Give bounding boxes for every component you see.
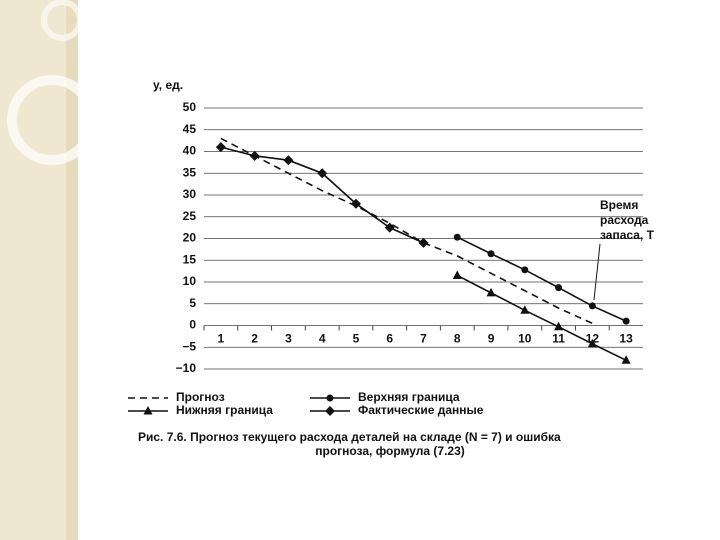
legend-label: Фактические данные	[358, 403, 484, 417]
point	[487, 250, 495, 258]
legend-label: Прогноз	[176, 390, 225, 404]
point	[215, 142, 226, 153]
x-tick-label: 5	[353, 332, 360, 346]
y-tick-label: 45	[183, 122, 197, 136]
annotation-pointer	[593, 243, 601, 301]
series-line	[220, 137, 593, 325]
point	[325, 406, 335, 416]
y-tick-label: 25	[183, 209, 197, 223]
y-tick-label: 50	[183, 100, 197, 114]
decor-circle	[7, 75, 97, 165]
x-tick-label: 3	[285, 332, 292, 346]
point	[384, 222, 395, 233]
point	[622, 317, 630, 325]
y-axis-label: y, ед.	[153, 78, 183, 92]
decor-circle	[41, 0, 83, 41]
legend-label: Нижняя граница	[176, 403, 273, 417]
point	[143, 406, 153, 415]
y-tick-label: 30	[183, 187, 197, 201]
caption: Рис. 7.6. Прогноз текущего расхода детал…	[138, 430, 561, 444]
point	[486, 287, 496, 297]
point	[453, 233, 461, 241]
point	[587, 338, 597, 348]
y-tick-label: 35	[183, 165, 197, 179]
point	[521, 266, 529, 274]
x-tick-label: 8	[454, 332, 461, 346]
y-tick-label: 20	[183, 231, 197, 245]
point	[555, 284, 563, 292]
point	[588, 302, 596, 310]
annotation: расхода	[600, 213, 649, 227]
y-tick-label: 5	[189, 296, 196, 310]
x-tick-label: 2	[251, 332, 258, 346]
point	[621, 355, 631, 364]
point	[554, 321, 564, 331]
x-tick-label: 13	[619, 332, 633, 346]
side-strip-edge	[66, 0, 78, 540]
point	[350, 198, 361, 209]
point	[418, 237, 429, 248]
y-tick-label: 10	[183, 274, 197, 288]
y-tick-label: −5	[182, 339, 196, 353]
x-tick-label: 1	[218, 332, 225, 346]
x-tick-label: 6	[386, 332, 393, 346]
x-tick-label: 11	[552, 332, 565, 346]
y-tick-label: −10	[176, 361, 197, 375]
annotation: запаса, T	[600, 228, 655, 242]
x-tick-label: 4	[319, 332, 326, 346]
y-tick-label: 15	[183, 252, 197, 266]
point	[249, 150, 260, 161]
series-line	[456, 236, 627, 322]
annotation: Время	[600, 198, 638, 212]
x-tick-label: 7	[420, 332, 427, 346]
caption: прогноза, формула (7.23)	[315, 444, 465, 458]
point	[520, 305, 530, 314]
point	[283, 155, 294, 166]
x-tick-label: 10	[518, 332, 532, 346]
x-tick-label: 9	[488, 332, 495, 346]
point	[326, 394, 334, 402]
point	[317, 168, 328, 179]
series-line	[456, 274, 627, 362]
side-strip	[0, 0, 78, 540]
legend-label: Верхняя граница	[358, 390, 460, 404]
y-tick-label: 40	[183, 144, 197, 158]
y-tick-label: 0	[189, 318, 196, 332]
point	[452, 270, 462, 279]
